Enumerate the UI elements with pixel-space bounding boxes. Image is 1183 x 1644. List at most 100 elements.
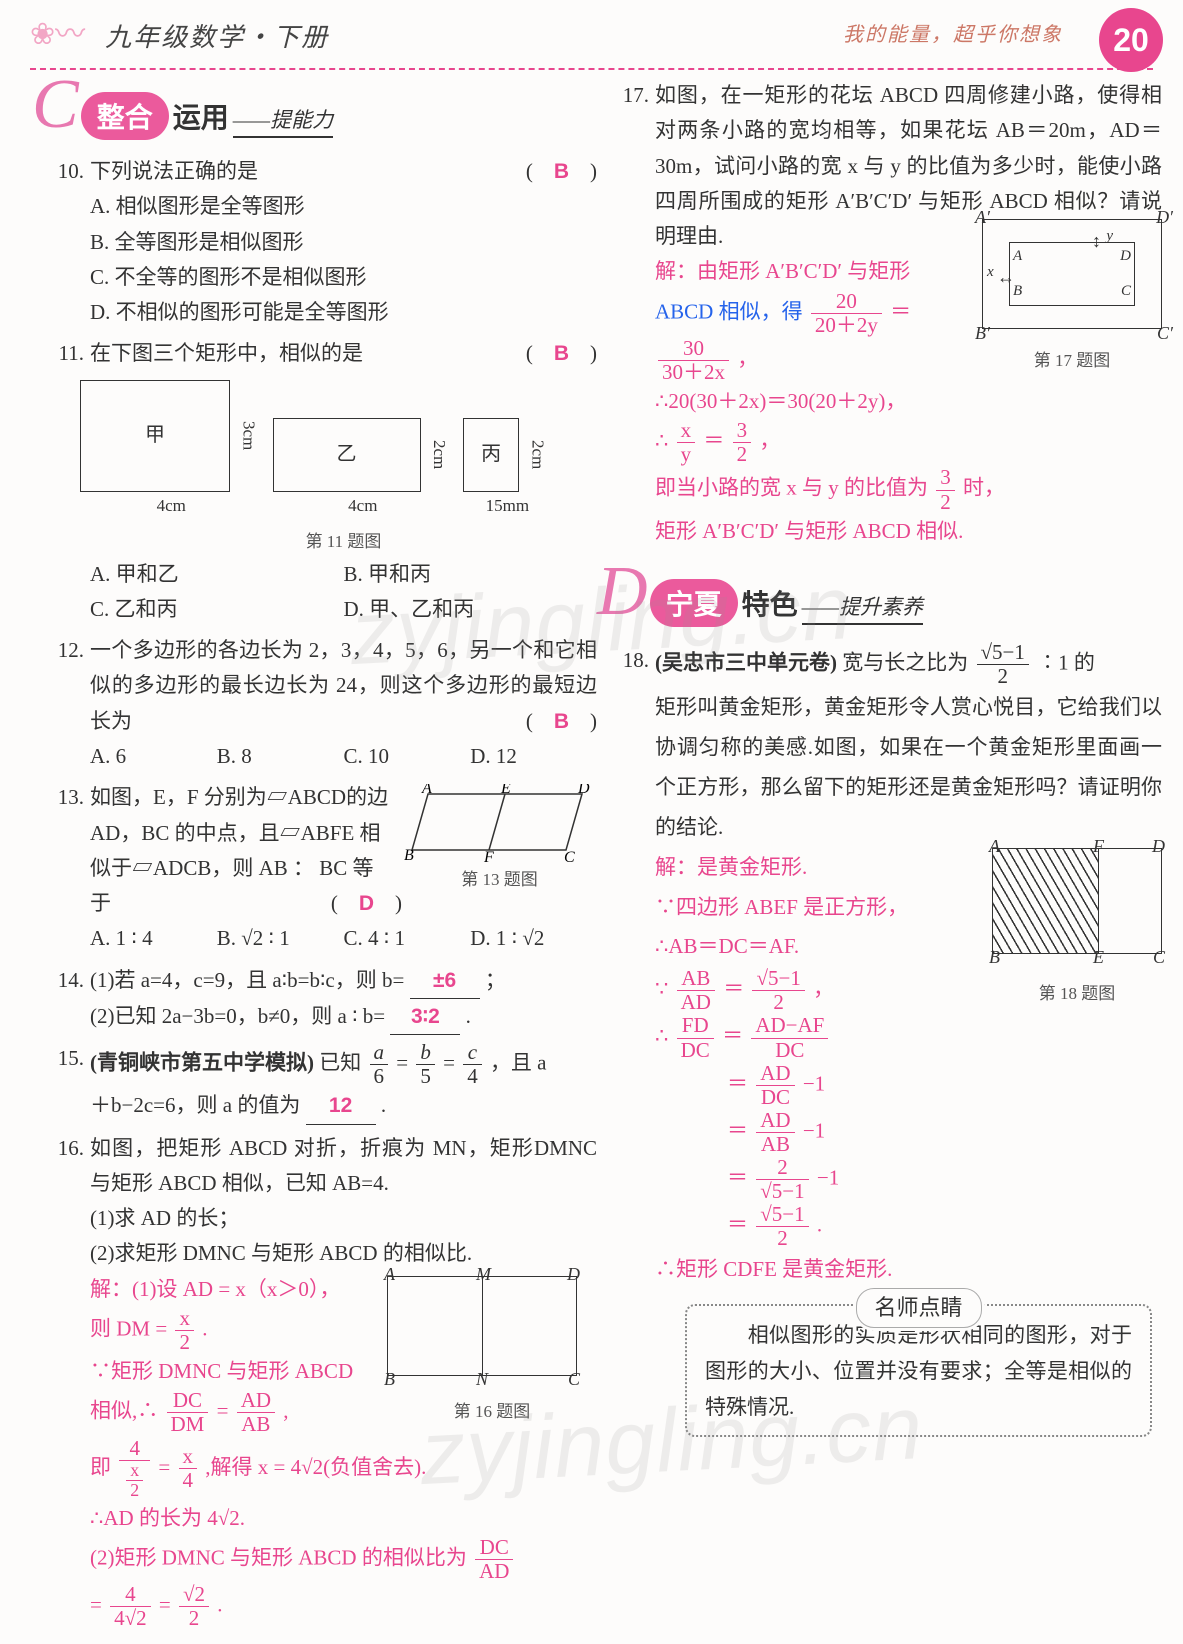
- svg-text:D: D: [577, 784, 590, 797]
- solution-line: 矩形 A′B′C′D′ 与矩形 ABCD 相似.: [655, 514, 1162, 549]
- section-letter: D: [597, 571, 648, 613]
- solution-line: 解：(1)设 AD = x（x＞0），: [90, 1272, 387, 1307]
- frac-num: c: [463, 1041, 482, 1065]
- question-15: 15. (青铜峡市第五中学模拟) 已知 a6 = b5 = c4 ，且 a ＋b…: [50, 1041, 597, 1124]
- figure-13: A E D B F C: [402, 784, 592, 862]
- label-yi: 乙: [337, 438, 357, 472]
- option-a: A. 甲和乙: [90, 557, 344, 592]
- tip-title: 名师点睛: [855, 1288, 981, 1327]
- vertex-label: D: [567, 1259, 580, 1289]
- question-stem: 下列说法正确的是: [90, 154, 258, 189]
- vertex-label: F: [1093, 829, 1104, 863]
- question-14: 14. (1)若 a=4，c=9，且 a∶b=b∶c，则 b= ±6 ； (2)…: [50, 963, 597, 1036]
- option-d: D. 1 ∶ √2: [470, 921, 597, 956]
- question-10: 10. 下列说法正确的是 ( B ) A. 相似图形是全等图形 B. 全等图形是…: [50, 154, 597, 330]
- blank-answer: 3∶2: [390, 999, 460, 1035]
- frac-den: 2: [977, 665, 1029, 688]
- figure-11: 甲 3cm 4cm 乙 2cm 4cm: [80, 380, 597, 521]
- question-stem: 在下图三个矩形中，相似的是: [90, 336, 363, 371]
- option-c: C. 不全等的图形不是相似图形: [90, 260, 597, 295]
- dim: 4cm: [348, 492, 377, 521]
- figure-16: A M D B N C: [387, 1276, 577, 1376]
- source: (吴忠市三中单元卷): [655, 650, 837, 674]
- rect-yi: 乙: [273, 418, 421, 492]
- answer: B: [554, 160, 569, 183]
- text: .: [466, 1004, 471, 1028]
- option-d: D. 不相似的图形可能是全等图形: [90, 295, 597, 330]
- question-num: 16.: [50, 1131, 90, 1631]
- frac-den: 6: [370, 1065, 389, 1088]
- answer: B: [554, 342, 569, 365]
- subquestion-1: (1)求 AD 的长；: [90, 1201, 597, 1236]
- solution-line: ∴ FDDC ＝ AD−AFDC: [655, 1014, 1162, 1061]
- answer: B: [554, 710, 569, 733]
- stem-line: 如图，E，F 分别为▱ABCD的边: [90, 780, 402, 815]
- eq: =: [443, 1051, 455, 1075]
- stem: ，且 a: [490, 1051, 547, 1075]
- solution-line: 即当小路的宽 x 与 y 的比值为 32 时，: [655, 466, 1162, 513]
- option-c: C. 4 ∶ 1: [344, 921, 471, 956]
- option-a: A. 1 ∶ 4: [90, 921, 217, 956]
- stem-line: 似于▱ADCB，则 AB ： BC 等: [90, 851, 402, 886]
- option-d: D. 甲、乙和丙: [344, 592, 598, 627]
- solution-line: 则 DM = x2 .: [90, 1307, 387, 1354]
- stem-line: 于: [90, 886, 111, 921]
- section-pill: 整合: [81, 92, 169, 140]
- question-num: 17.: [615, 78, 655, 549]
- label-bing: 丙: [481, 438, 501, 472]
- text: ；: [485, 968, 506, 992]
- frac-num: b: [416, 1041, 435, 1065]
- dim: 3cm: [234, 421, 263, 450]
- question-num: 12.: [50, 633, 90, 774]
- rect-jia: 甲: [80, 380, 230, 492]
- solution-line: 即 4 x2 = x4 ,解得 x = 4√2(负值舍去).: [90, 1437, 597, 1501]
- vertex-label: M: [476, 1259, 491, 1289]
- vertex-label: N: [476, 1364, 488, 1394]
- solution-line: = 44√2 = √22 .: [90, 1583, 597, 1630]
- question-13: 13. 如图，E，F 分别为▱ABCD的边 AD，BC 的中点，且▱ABFE 相…: [50, 780, 597, 956]
- solution-line: ＝ 2√5−1 −1: [655, 1156, 1162, 1203]
- option-c: C. 乙和丙: [90, 592, 344, 627]
- figure-caption: 第 11 题图: [90, 528, 597, 557]
- question-11: 11. 在下图三个矩形中，相似的是 ( B ) 甲 3cm 4cm: [50, 336, 597, 627]
- option-b: B. 全等图形是相似图形: [90, 225, 597, 260]
- option-b: B. 8: [217, 739, 344, 774]
- svg-text:E: E: [500, 784, 511, 797]
- stem: 已知: [319, 1051, 361, 1075]
- stem-line: AD，BC 的中点，且▱ABFE 相: [90, 816, 402, 851]
- dim: 15mm: [486, 492, 529, 521]
- source: (青铜峡市第五中学模拟): [90, 1051, 314, 1075]
- vertex-label: C: [1121, 279, 1131, 304]
- question-num: 15.: [50, 1041, 90, 1124]
- dimension-x: x: [987, 260, 994, 285]
- stem: (2)已知 2a−3b=0，b≠0，则 a ∶ b=: [90, 1004, 385, 1028]
- vertex-label: E: [1093, 940, 1104, 974]
- question-num: 10.: [50, 154, 90, 330]
- section-ext: 特色: [742, 583, 798, 623]
- book-title: 九年级数学・下册: [105, 17, 329, 54]
- figure-18: A F D B E C 第 18 题图: [992, 848, 1162, 1010]
- svg-text:C: C: [564, 849, 575, 862]
- stem: (1)若 a=4，c=9，且 a∶b=b∶c，则 b=: [90, 968, 404, 992]
- question-16: 16. 如图，把矩形 ABCD 对折，折痕为 MN，矩形DMNC 与矩形 ABC…: [50, 1131, 597, 1631]
- answer: D: [359, 892, 374, 915]
- figure-caption: 第 16 题图: [387, 1398, 597, 1427]
- label-jia: 甲: [145, 419, 165, 453]
- vertex-label: C′: [1157, 318, 1173, 348]
- figure-caption: 第 18 题图: [1039, 978, 1116, 1010]
- option-b: B. 甲和丙: [344, 557, 598, 592]
- question-12: 12. 一个多边形的各边长为 2，3，4，5，6，另一个和它相似的多边形的最长边…: [50, 633, 597, 774]
- frac-den: 5: [416, 1065, 435, 1088]
- option-a: A. 6: [90, 739, 217, 774]
- vertex-label: C: [568, 1364, 580, 1394]
- vertex-label: C: [1153, 940, 1165, 974]
- floral-decoration: ❀〰: [30, 20, 85, 50]
- vertex-label: B′: [975, 318, 990, 348]
- vertex-label: A′: [975, 202, 990, 232]
- figure-17: A′ D′ B′ C′ A D B C x y ↕ ↔ 第 17 题图: [982, 219, 1162, 376]
- dimension-y: y: [1106, 224, 1113, 249]
- solution-line: ∴矩形 CDFE 是黄金矩形.: [655, 1250, 1162, 1290]
- vertex-label: B: [384, 1364, 395, 1394]
- rect-bing: 丙: [463, 418, 519, 492]
- dim: 2cm: [523, 440, 552, 469]
